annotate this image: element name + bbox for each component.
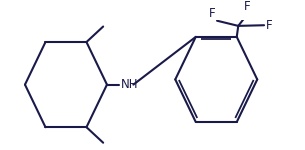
- Text: F: F: [209, 7, 216, 20]
- Text: F: F: [244, 0, 251, 13]
- Text: NH: NH: [120, 78, 138, 91]
- Text: F: F: [266, 19, 272, 32]
